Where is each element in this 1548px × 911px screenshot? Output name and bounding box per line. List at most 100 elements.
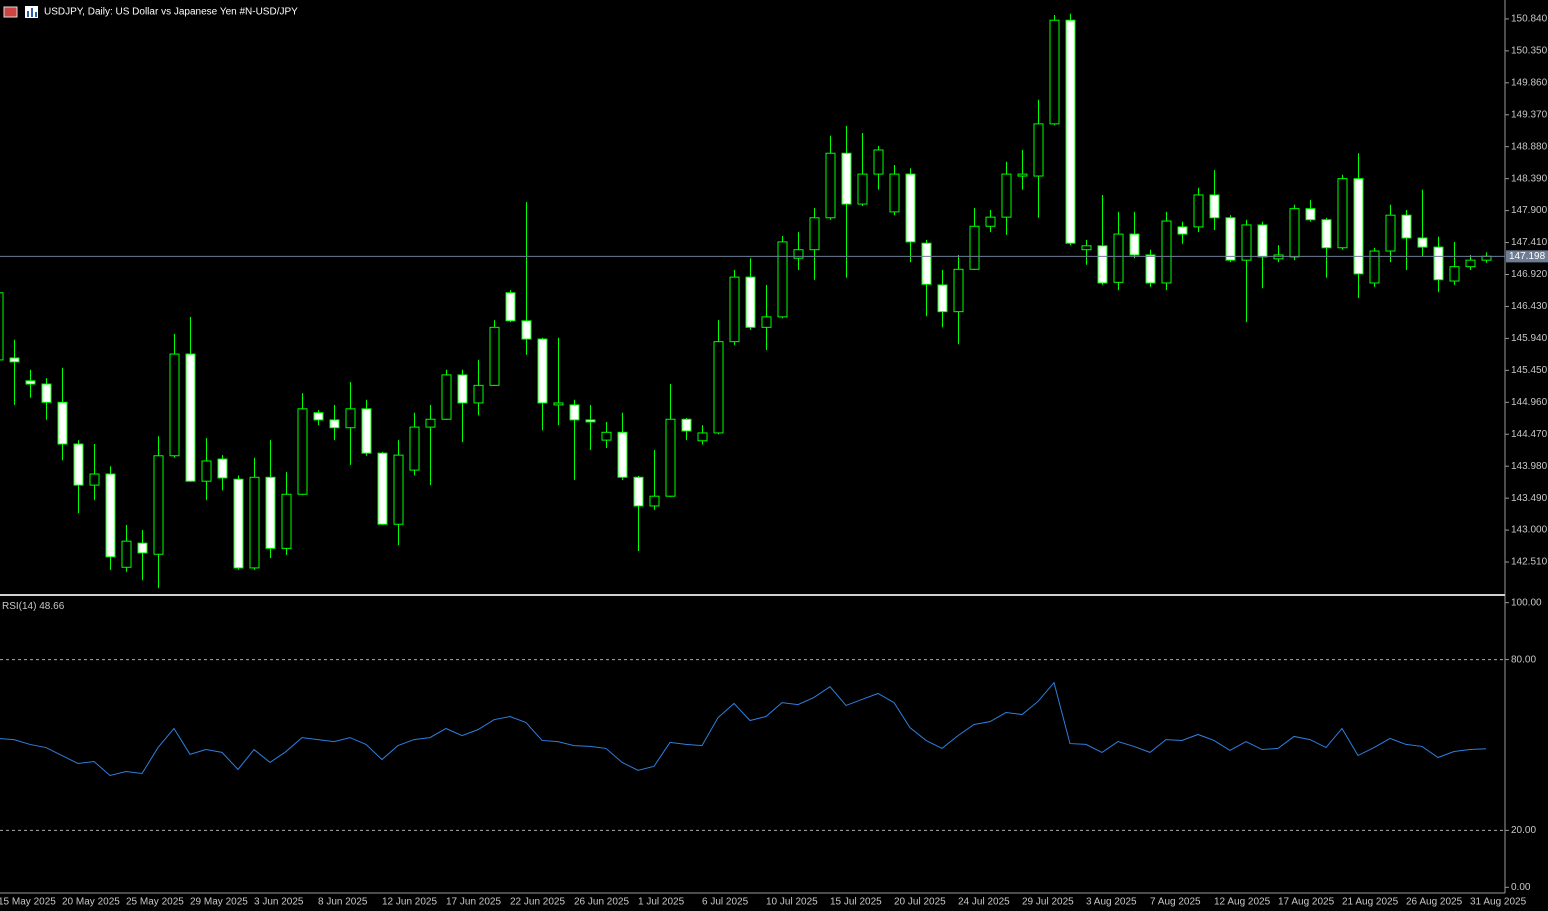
candle-body (601, 431, 612, 441)
candle-body (809, 217, 820, 251)
x-tick-label: 8 Jun 2025 (318, 897, 368, 908)
candle-body (633, 476, 644, 507)
y-tick-label: 146.920 (1511, 269, 1548, 280)
y-tick-label: 143.000 (1511, 525, 1548, 536)
candle-body (1321, 219, 1332, 249)
candle-body (905, 173, 916, 243)
candle-body (121, 540, 132, 568)
candle-body (185, 353, 196, 482)
rsi-name: RSI(14) (2, 601, 36, 612)
candle-body (1145, 254, 1156, 284)
candle-body (681, 418, 692, 432)
candle-body (985, 216, 996, 227)
x-tick-label: 21 Aug 2025 (1342, 897, 1399, 908)
candle-body (1177, 226, 1188, 235)
candle-body (1097, 245, 1108, 284)
x-tick-label: 15 May 2025 (0, 897, 56, 908)
candle-body (265, 476, 276, 549)
candle-body (537, 338, 548, 404)
candle-body (41, 383, 52, 403)
x-tick-label: 26 Jun 2025 (574, 897, 629, 908)
candle-body (153, 455, 164, 555)
candle-body (841, 152, 852, 205)
candle-body (665, 418, 676, 497)
candle-body (89, 473, 100, 486)
candle-body (1465, 259, 1476, 268)
y-tick-label: 148.390 (1511, 173, 1548, 184)
candle-body (1033, 123, 1044, 177)
candle-body (1193, 194, 1204, 228)
icon (31, 8, 33, 17)
candle-body (761, 316, 772, 328)
icon (35, 12, 37, 17)
candle-body (1289, 208, 1300, 258)
x-tick-label: 17 Jun 2025 (446, 897, 501, 908)
chart-title: USDJPY, Daily: US Dollar vs Japanese Yen… (44, 7, 298, 18)
candle-body (969, 225, 980, 270)
candle-body (569, 404, 580, 421)
candle-body (1449, 266, 1460, 282)
candle-body (137, 542, 148, 554)
candle-body (1209, 194, 1220, 219)
candle-body (1241, 224, 1252, 261)
header-icons (3, 6, 38, 18)
candle-body (1369, 250, 1380, 284)
candle-body (249, 476, 260, 569)
candle-body (793, 249, 804, 259)
x-tick-label: 22 Jun 2025 (510, 897, 565, 908)
candle-body (1129, 233, 1140, 256)
candle-body (617, 431, 628, 478)
candle-body (25, 380, 36, 385)
candle-body (777, 241, 788, 318)
x-tick-label: 10 Jul 2025 (766, 897, 818, 908)
candle-body (377, 452, 388, 525)
y-tick-label: 150.350 (1511, 45, 1548, 56)
candle-body (825, 152, 836, 219)
x-tick-label: 17 Aug 2025 (1278, 897, 1335, 908)
y-tick-label: 0.00 (1511, 882, 1531, 893)
candle-body (457, 374, 468, 404)
y-tick-label: 148.880 (1511, 141, 1548, 152)
y-tick-label: 142.510 (1511, 557, 1548, 568)
icon (3, 6, 18, 18)
candle-body (713, 341, 724, 434)
y-tick-label: 145.450 (1511, 365, 1548, 376)
y-tick-label: 143.980 (1511, 461, 1548, 472)
candle-body (1417, 237, 1428, 248)
rsi-line (0, 681, 1487, 776)
candle-body (217, 458, 228, 479)
x-tick-label: 25 May 2025 (126, 897, 184, 908)
candle-body (0, 292, 4, 361)
candle-body (473, 384, 484, 404)
x-tick-label: 7 Aug 2025 (1150, 897, 1201, 908)
x-tick-label: 29 Jul 2025 (1022, 897, 1074, 908)
candle-body (9, 357, 20, 363)
candle-body (937, 284, 948, 313)
candle-body (441, 374, 452, 420)
candle-body (425, 418, 436, 428)
candle-body (873, 149, 884, 175)
candle-body (329, 419, 340, 429)
candle-body (553, 402, 564, 406)
candle-body (1401, 214, 1412, 239)
candle-body (233, 478, 244, 569)
candle-body (281, 493, 292, 549)
x-tick-label: 20 May 2025 (62, 897, 120, 908)
candle-body (889, 173, 900, 213)
icon (27, 11, 29, 17)
candle-body (1433, 246, 1444, 281)
candle-body (1305, 208, 1316, 221)
candle-body (1337, 178, 1348, 249)
y-tick-label: 147.410 (1511, 237, 1548, 248)
x-tick-label: 24 Jul 2025 (958, 897, 1010, 908)
x-tick-label: 31 Aug 2025 (1470, 897, 1527, 908)
candle-body (1225, 217, 1236, 261)
y-tick-label: 149.860 (1511, 77, 1548, 88)
candle-body (1257, 224, 1268, 258)
candle-body (729, 276, 740, 343)
candle-body (505, 292, 516, 322)
candle-body (409, 426, 420, 471)
